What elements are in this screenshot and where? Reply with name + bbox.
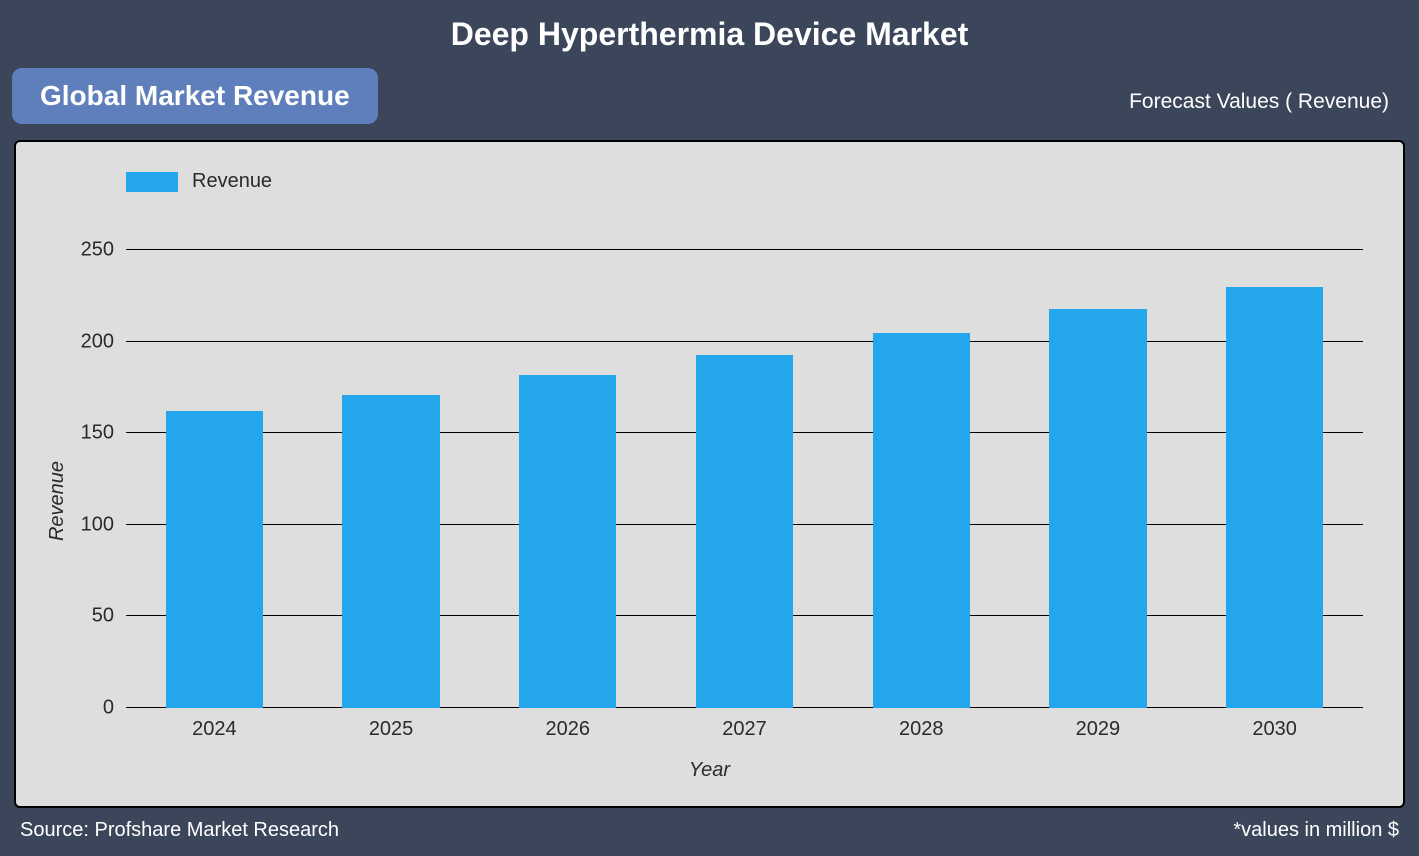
bar [342, 395, 439, 708]
bar [873, 333, 970, 708]
bar [1049, 309, 1146, 708]
source-note: Source: Profshare Market Research [20, 819, 339, 842]
plot-region: 0501001502002502024202520262027202820292… [126, 232, 1363, 708]
chart-frame: Deep Hyperthermia Device Market Global M… [0, 0, 1419, 856]
gridline [126, 249, 1363, 250]
x-tick-label: 2029 [1076, 718, 1121, 741]
y-tick-label: 100 [64, 513, 114, 536]
subtitle-badge: Global Market Revenue [12, 68, 378, 124]
legend-swatch [126, 172, 178, 192]
bar [519, 375, 616, 708]
y-tick-label: 50 [64, 605, 114, 628]
bar [166, 411, 263, 708]
forecast-label: Forecast Values ( Revenue) [1129, 90, 1389, 114]
x-axis-label: Year [689, 759, 730, 782]
y-tick-label: 150 [64, 422, 114, 445]
gridline [126, 341, 1363, 342]
chart-area: Revenue 05010015020025020242025202620272… [14, 140, 1405, 808]
y-tick-label: 250 [64, 239, 114, 262]
x-tick-label: 2025 [369, 718, 414, 741]
x-tick-label: 2024 [192, 718, 237, 741]
x-tick-label: 2030 [1252, 718, 1297, 741]
legend: Revenue [126, 170, 272, 193]
page-title: Deep Hyperthermia Device Market [0, 16, 1419, 53]
y-axis-label: Revenue [46, 461, 69, 541]
y-tick-label: 200 [64, 330, 114, 353]
bar [696, 355, 793, 708]
legend-label: Revenue [192, 170, 272, 193]
y-tick-label: 0 [64, 697, 114, 720]
x-tick-label: 2028 [899, 718, 944, 741]
x-tick-label: 2026 [546, 718, 591, 741]
bar [1226, 287, 1323, 708]
values-note: *values in million $ [1233, 819, 1399, 842]
x-tick-label: 2027 [722, 718, 767, 741]
